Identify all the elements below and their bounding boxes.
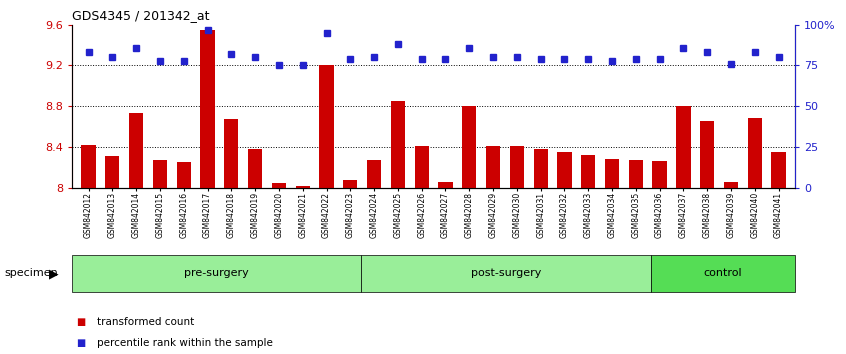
Bar [700, 121, 714, 188]
Bar [486, 146, 500, 188]
Bar [509, 146, 524, 188]
Bar [319, 65, 333, 188]
Text: ■: ■ [76, 338, 85, 348]
Bar [129, 113, 143, 188]
Bar [248, 149, 262, 188]
Bar [415, 146, 429, 188]
Bar [177, 162, 191, 188]
Text: percentile rank within the sample: percentile rank within the sample [97, 338, 273, 348]
Bar [724, 182, 738, 188]
Bar [534, 149, 547, 188]
Bar [81, 145, 96, 188]
Bar [438, 182, 453, 188]
Text: pre-surgery: pre-surgery [184, 268, 249, 279]
Text: transformed count: transformed count [97, 317, 195, 327]
Bar [105, 156, 119, 188]
Bar [224, 119, 239, 188]
Bar [462, 106, 476, 188]
Bar [272, 183, 286, 188]
Bar [367, 160, 382, 188]
Text: ■: ■ [76, 317, 85, 327]
Bar [605, 159, 619, 188]
Bar [391, 101, 405, 188]
Bar [153, 160, 167, 188]
Text: ▶: ▶ [48, 267, 58, 280]
Text: control: control [704, 268, 742, 279]
Bar [201, 30, 215, 188]
Bar [748, 118, 762, 188]
Bar [343, 181, 357, 188]
Bar [295, 185, 310, 188]
Text: post-surgery: post-surgery [470, 268, 541, 279]
Bar [652, 161, 667, 188]
Bar [581, 155, 596, 188]
Bar [558, 152, 572, 188]
Text: specimen: specimen [4, 268, 58, 279]
Text: GDS4345 / 201342_at: GDS4345 / 201342_at [72, 9, 210, 22]
Bar [629, 160, 643, 188]
Bar [676, 106, 690, 188]
Bar [772, 152, 786, 188]
